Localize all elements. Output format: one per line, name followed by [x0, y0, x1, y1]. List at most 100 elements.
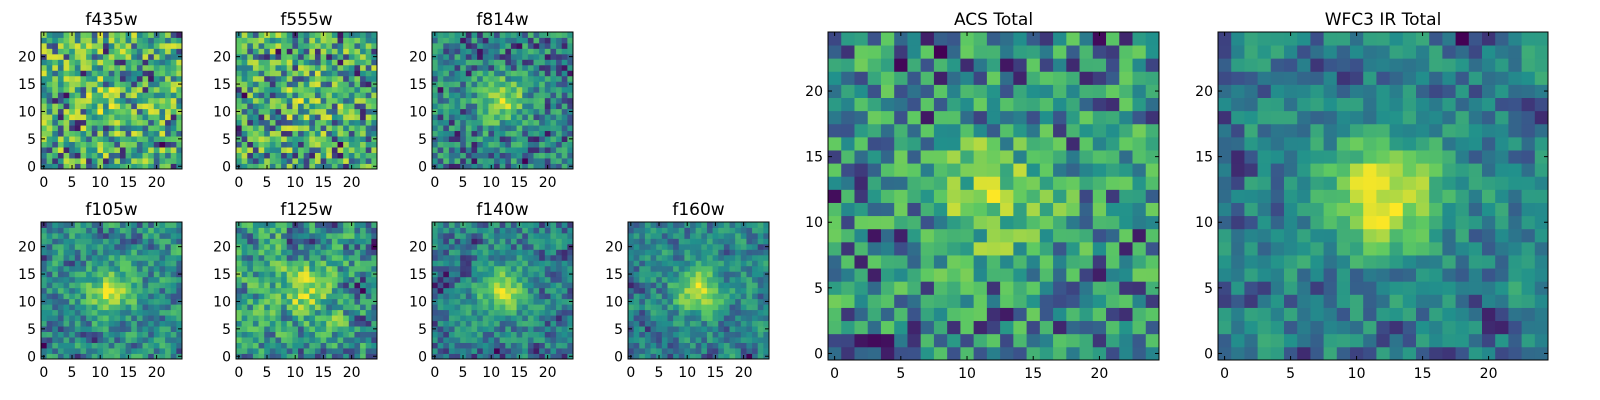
heatmap-cell [360, 97, 367, 104]
heatmap-cell [326, 130, 333, 137]
heatmap-cell [74, 75, 81, 82]
heatmap-cell [131, 147, 138, 153]
heatmap-cell [281, 114, 288, 121]
heatmap-cell [281, 59, 288, 66]
heatmap-cell [57, 103, 64, 110]
heatmap-cell [667, 287, 674, 294]
heatmap-cell [52, 141, 59, 148]
heatmap-cell [41, 114, 48, 121]
heatmap-cell [108, 232, 115, 239]
heatmap-cell [91, 92, 98, 99]
heatmap-cell [1039, 307, 1054, 322]
heatmap-cell [471, 337, 478, 343]
heatmap-cell [841, 215, 855, 230]
heatmap-cell [454, 254, 461, 261]
heatmap-cell [701, 271, 708, 278]
heatmap-cell [103, 315, 110, 322]
heatmap-cell [561, 130, 568, 137]
heatmap-cell [258, 293, 265, 300]
heatmap-cell [550, 320, 557, 327]
heatmap-cell [125, 260, 132, 267]
heatmap-cell [52, 309, 59, 316]
heatmap-cell [165, 125, 172, 132]
heatmap-cell [57, 59, 64, 66]
heatmap-cell [460, 260, 467, 267]
heatmap-cell [1013, 255, 1027, 269]
heatmap-cell [298, 114, 305, 121]
heatmap-cell [354, 81, 361, 88]
heatmap-cell [712, 315, 719, 322]
heatmap-cell [148, 254, 155, 261]
heatmap-cell [148, 97, 155, 104]
heatmap-cell [97, 227, 104, 234]
heatmap-cell [735, 337, 742, 343]
heatmap-cell [723, 238, 730, 245]
heatmap-cell [69, 337, 76, 343]
heatmap-cell [46, 282, 53, 289]
heatmap-cell [488, 42, 495, 49]
heatmap-cell [628, 304, 635, 311]
heatmap-cell [298, 119, 305, 126]
heatmap-cell [252, 114, 259, 121]
heatmap-cell [656, 298, 663, 305]
heatmap-cell [320, 141, 327, 148]
heatmap-cell [52, 119, 59, 126]
heatmap-cell [522, 42, 529, 49]
heatmap-cell [309, 353, 316, 360]
heatmap-cell [125, 326, 132, 332]
heatmap-cell [119, 42, 126, 49]
heatmap-cell [465, 227, 472, 234]
heatmap-cell [292, 103, 299, 110]
heatmap-cell [712, 260, 719, 267]
heatmap-cell [309, 287, 316, 294]
heatmap-cell [471, 32, 478, 38]
heatmap-cell [644, 326, 651, 332]
heatmap-cell [165, 119, 172, 126]
heatmap-cell [165, 86, 172, 93]
heatmap-cell [556, 243, 563, 250]
heatmap-cell [286, 282, 293, 289]
heatmap-cell [360, 342, 367, 349]
heatmap-cell [41, 348, 48, 354]
heatmap-cell [1013, 320, 1027, 335]
heatmap-cell [119, 222, 126, 228]
heatmap-cell [252, 37, 259, 44]
heatmap-cell [41, 342, 48, 349]
heatmap-cell [527, 158, 534, 164]
heatmap-cell [52, 331, 59, 338]
heatmap-cell [348, 282, 355, 289]
heatmap-cell [108, 238, 115, 245]
heatmap-cell [241, 254, 248, 261]
heatmap-cell [1039, 163, 1054, 177]
heatmap-cell [684, 260, 691, 267]
heatmap-cell [337, 276, 344, 283]
heatmap-cell [556, 141, 563, 148]
heatmap-cell [432, 331, 439, 338]
heatmap-cell [867, 346, 882, 361]
heatmap-cell [343, 293, 350, 300]
heatmap-cell [252, 103, 259, 110]
heatmap-cell [114, 103, 121, 110]
heatmap-cell [556, 92, 563, 99]
heatmap-cell [114, 304, 121, 311]
heatmap-cell [443, 48, 450, 55]
heatmap-cell [252, 59, 259, 66]
heatmap-cell [539, 86, 546, 93]
heatmap-cell [46, 353, 53, 360]
heatmap-cell [550, 103, 557, 110]
heatmap-cell [57, 304, 64, 311]
heatmap-cell [108, 147, 115, 153]
heatmap-cell [561, 114, 568, 121]
heatmap-cell [165, 342, 172, 349]
heatmap-cell [471, 141, 478, 148]
heatmap-cell [488, 103, 495, 110]
heatmap-cell [303, 103, 310, 110]
heatmap-cell [354, 287, 361, 294]
heatmap-cell [1119, 333, 1133, 348]
heatmap-cell [343, 130, 350, 137]
heatmap-cell [91, 309, 98, 316]
heatmap-cell [114, 70, 121, 77]
heatmap-cell [136, 75, 143, 82]
heatmap-cell [527, 119, 534, 126]
heatmap-cell [533, 42, 540, 49]
